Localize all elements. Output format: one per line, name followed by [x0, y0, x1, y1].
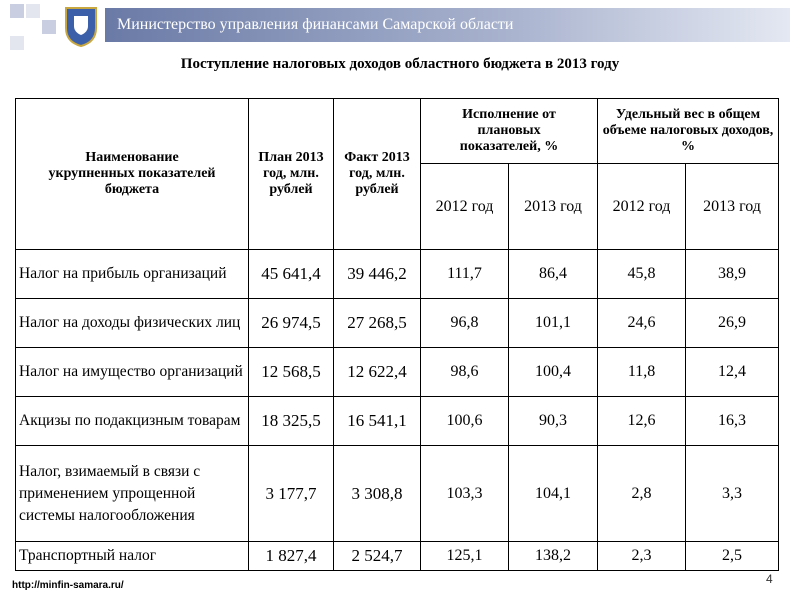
- cell-value: 104,1: [507, 445, 599, 542]
- cell-value: 24,6: [597, 298, 687, 348]
- cell-value: 11,8: [597, 347, 687, 397]
- row-label: Налог на имущество организаций: [15, 347, 249, 397]
- cell-value: 26,9: [685, 298, 780, 348]
- cell-value: 101,1: [507, 298, 599, 348]
- cell-value: 100,4: [507, 347, 599, 397]
- cell-value: 3,3: [685, 445, 780, 542]
- footer-url: http://minfin-samara.ru/: [12, 580, 124, 591]
- table-row: Акцизы по подакцизным товарам 18 325,5 16 …: [15, 396, 780, 446]
- emblem-inner: [74, 16, 88, 35]
- cell-value: 27 268,5: [333, 298, 421, 348]
- cell-value: 111,7: [420, 249, 509, 299]
- table-row: Налог на доходы физических лиц 26 974,5 27…: [15, 298, 780, 348]
- column-header: Факт 2013 год, млн. рублей: [333, 98, 421, 250]
- cell-value: 90,3: [507, 396, 599, 446]
- row-label: Акцизы по подакцизным товарам: [15, 396, 249, 446]
- cell-value: 16,3: [685, 396, 780, 446]
- cell-value: 3 177,7: [248, 445, 334, 542]
- cell-value: 12,6: [597, 396, 687, 446]
- table-row: Налог, взимаемый в связи с применением у…: [15, 445, 780, 542]
- data-table: Наименование укрупненных показателей бюд…: [15, 98, 780, 571]
- cell-value: 2,5: [685, 541, 780, 571]
- sub-header: 2013 год: [685, 163, 780, 250]
- cell-value: 45 641,4: [248, 249, 334, 299]
- cell-value: 38,9: [685, 249, 780, 299]
- decor-square: [42, 20, 56, 34]
- cell-value: 12 568,5: [248, 347, 334, 397]
- cell-value: 86,4: [507, 249, 599, 299]
- column-header: План 2013 год, млн. рублей: [248, 98, 334, 250]
- cell-value: 12 622,4: [333, 347, 421, 397]
- row-label: Налог, взимаемый в связи с применением у…: [15, 445, 249, 542]
- cell-value: 26 974,5: [248, 298, 334, 348]
- cell-value: 45,8: [597, 249, 687, 299]
- sub-header: 2012 год: [597, 163, 687, 250]
- cell-value: 96,8: [420, 298, 509, 348]
- table-row: Налог на прибыль организаций 45 641,4 39 4…: [15, 249, 780, 299]
- cell-value: 2,3: [597, 541, 687, 571]
- cell-value: 16 541,1: [333, 396, 421, 446]
- cell-value: 100,6: [420, 396, 509, 446]
- decor: [10, 4, 97, 50]
- cell-value: 2 524,7: [333, 541, 421, 571]
- cell-value: 1 827,4: [248, 541, 334, 571]
- sub-header: 2013 год: [507, 163, 599, 250]
- cell-value: 3 308,8: [333, 445, 421, 542]
- row-label: Налог на доходы физических лиц: [15, 298, 249, 348]
- cell-value: 2,8: [597, 445, 687, 542]
- cell-value: 39 446,2: [333, 249, 421, 299]
- column-header: Наименование укрупненных показателей бюд…: [15, 98, 249, 250]
- row-label: Транспортный налог: [15, 541, 249, 571]
- cell-value: 138,2: [507, 541, 599, 571]
- decor-square: [10, 36, 24, 50]
- decor-square: [26, 4, 40, 18]
- table-row: Транспортный налог 1 827,4 2 524,7 125,1 138…: [15, 541, 780, 571]
- row-label: Налог на прибыль организаций: [15, 249, 249, 299]
- group-header: Удельный вес в общем объеме налоговых до…: [597, 98, 780, 164]
- header-banner: Министерство управления финансами Самарс…: [105, 8, 790, 42]
- cell-value: 18 325,5: [248, 396, 334, 446]
- cell-value: 125,1: [420, 541, 509, 571]
- decor-square: [10, 4, 24, 18]
- cell-value: 98,6: [420, 347, 509, 397]
- page-number: 4: [766, 572, 773, 586]
- cell-value: 12,4: [685, 347, 780, 397]
- sub-header: 2012 год: [420, 163, 509, 250]
- group-header: Исполнение от плановых показателей, %: [419, 98, 599, 164]
- table-row: Налог на имущество организаций 12 568,5 12…: [15, 347, 780, 397]
- cell-value: 103,3: [420, 445, 509, 542]
- slide-title: Поступление налоговых доходов областного…: [180, 56, 620, 72]
